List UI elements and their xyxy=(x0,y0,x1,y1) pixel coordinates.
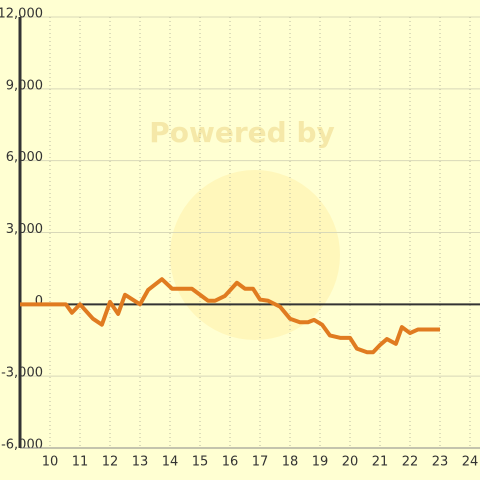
x-tick-label: 14 xyxy=(162,455,179,470)
y-tick-label: 9,000 xyxy=(6,78,43,93)
x-tick-label: 23 xyxy=(432,455,449,470)
x-tick-label: 20 xyxy=(342,455,359,470)
x-tick-label: 22 xyxy=(402,455,419,470)
x-tick-label: 13 xyxy=(132,455,149,470)
x-tick-label: 11 xyxy=(72,455,89,470)
x-tick-label: 17 xyxy=(252,455,269,470)
y-tick-label: -6,000 xyxy=(1,438,43,453)
y-tick-label: 3,000 xyxy=(6,222,43,237)
x-tick-label: 21 xyxy=(372,455,389,470)
y-tick-label: 12,000 xyxy=(0,7,43,22)
watermark-logo xyxy=(170,170,340,340)
x-tick-label: 18 xyxy=(282,455,299,470)
y-tick-label: -3,000 xyxy=(1,366,43,381)
y-tick-label: 6,000 xyxy=(6,150,43,165)
x-tick-label: 24 xyxy=(462,455,479,470)
watermark: Powered by xyxy=(149,116,335,149)
x-tick-label: 19 xyxy=(312,455,329,470)
x-tick-label: 15 xyxy=(192,455,209,470)
x-tick-label: 12 xyxy=(102,455,119,470)
y-tick-label: 0 xyxy=(35,294,43,309)
x-tick-label: 16 xyxy=(222,455,239,470)
x-tick-label: 10 xyxy=(42,455,59,470)
line xyxy=(20,277,440,355)
